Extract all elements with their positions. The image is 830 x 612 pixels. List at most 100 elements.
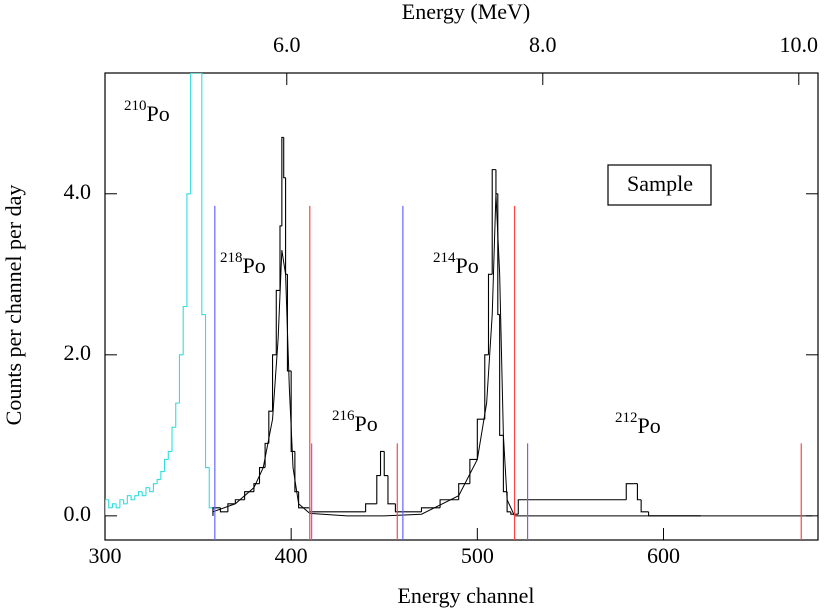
histogram-bin <box>491 169 496 275</box>
histogram-bin <box>167 450 173 460</box>
histogram-bin <box>499 314 504 436</box>
histogram-bin <box>387 475 396 505</box>
x2-tick-label: 8.0 <box>529 32 557 57</box>
histogram-bin <box>105 499 109 516</box>
histogram-bin <box>145 487 150 496</box>
peak-element: Po <box>147 101 170 126</box>
histogram-bin <box>204 314 210 469</box>
histogram-bin <box>119 499 124 508</box>
histogram-bin <box>279 225 282 291</box>
histogram-bin <box>134 495 139 500</box>
x-tick-label: 400 <box>275 543 308 568</box>
histogram-bin <box>298 491 310 509</box>
legend-box <box>607 164 712 206</box>
histogram-bin <box>495 169 498 195</box>
histogram-bin <box>190 73 195 194</box>
peak-element: Po <box>456 253 479 278</box>
histogram-bin <box>126 495 132 504</box>
histogram-bin <box>212 507 221 516</box>
fit-curve <box>212 193 813 517</box>
histogram-bin <box>171 426 176 452</box>
peak-mass: 210 <box>124 98 147 114</box>
histogram-bin <box>309 507 366 513</box>
histogram-bin <box>208 467 214 516</box>
histogram-bin <box>164 458 169 472</box>
x2-tick-label: 6.0 <box>273 32 301 57</box>
histogram-bin <box>517 499 627 515</box>
histogram-bin <box>160 471 165 480</box>
peak-mass: 218 <box>220 250 243 266</box>
peak-label: 218Po <box>220 250 266 278</box>
histogram-bin <box>227 503 236 512</box>
histogram-bin <box>487 273 493 355</box>
histogram-bin <box>383 451 388 477</box>
histogram-bin <box>178 354 184 404</box>
histogram-bin <box>625 483 634 500</box>
histogram-bin <box>201 73 206 316</box>
histogram-bin <box>476 418 485 460</box>
peak-label: 210Po <box>124 98 170 126</box>
legend-text: Sample <box>627 171 693 196</box>
histogram-bin <box>123 499 128 505</box>
histogram-bin <box>294 451 299 493</box>
peak-mass: 212 <box>615 410 638 426</box>
peak-element: Po <box>355 411 378 436</box>
histogram-bin <box>271 354 277 412</box>
histogram-bin <box>156 479 161 484</box>
histogram-bin <box>141 491 146 497</box>
y-tick-label: 0.0 <box>64 501 92 526</box>
peak-element: Po <box>243 253 266 278</box>
peak-mass: 214 <box>433 250 456 266</box>
histogram-bin <box>290 370 295 452</box>
histogram-bin <box>111 503 117 508</box>
histogram-bin <box>149 487 154 493</box>
histogram-bin <box>458 483 470 500</box>
histogram-bin <box>281 136 284 226</box>
histogram-bin <box>108 499 113 509</box>
peak-element: Po <box>638 413 661 438</box>
x-axis-label: Energy channel <box>397 583 534 608</box>
y-axis-label: Counts per channel per day <box>1 185 26 426</box>
histogram-bin <box>234 499 245 504</box>
peak-label: 216Po <box>332 408 378 436</box>
x-tick-label: 500 <box>461 543 494 568</box>
histogram-bin <box>286 274 292 372</box>
histogram-bin <box>137 491 143 496</box>
peak-mass: 216 <box>332 408 355 424</box>
histogram-bin <box>253 483 260 492</box>
histogram-bin <box>186 193 191 307</box>
x-tick-label: 300 <box>89 543 122 568</box>
histogram-bin <box>648 511 701 517</box>
histogram-bin <box>152 483 158 492</box>
histogram-bin <box>275 289 280 355</box>
peak-label: 214Po <box>433 250 479 278</box>
plot-frame <box>104 72 819 541</box>
histogram-bin <box>484 354 489 420</box>
histogram-bin <box>115 503 120 509</box>
histogram-bin <box>283 137 286 179</box>
x2-tick-label: 10.0 <box>780 32 819 57</box>
y-tick-label: 4.0 <box>64 179 92 204</box>
histogram-bin <box>636 483 642 501</box>
histogram-bin <box>640 499 649 513</box>
histogram-bin <box>182 305 187 355</box>
peak-label: 212Po <box>615 410 661 438</box>
histogram-bin <box>502 435 508 493</box>
histogram-bin <box>469 458 478 484</box>
histogram-bin <box>510 511 519 515</box>
plot-area <box>105 73 813 540</box>
x2-axis-label: Energy (MeV) <box>402 0 531 24</box>
histogram-bin <box>376 475 381 504</box>
histogram-bin <box>244 491 254 500</box>
histogram-bin <box>268 410 273 444</box>
histogram-bin <box>175 402 180 428</box>
histogram-bin <box>130 495 135 501</box>
y-tick-label: 2.0 <box>64 340 92 365</box>
x-tick-label: 600 <box>647 543 680 568</box>
histogram-bin <box>285 177 288 275</box>
histogram-bin <box>379 450 385 476</box>
histogram-bin <box>365 503 377 512</box>
histogram-bin <box>394 503 422 513</box>
